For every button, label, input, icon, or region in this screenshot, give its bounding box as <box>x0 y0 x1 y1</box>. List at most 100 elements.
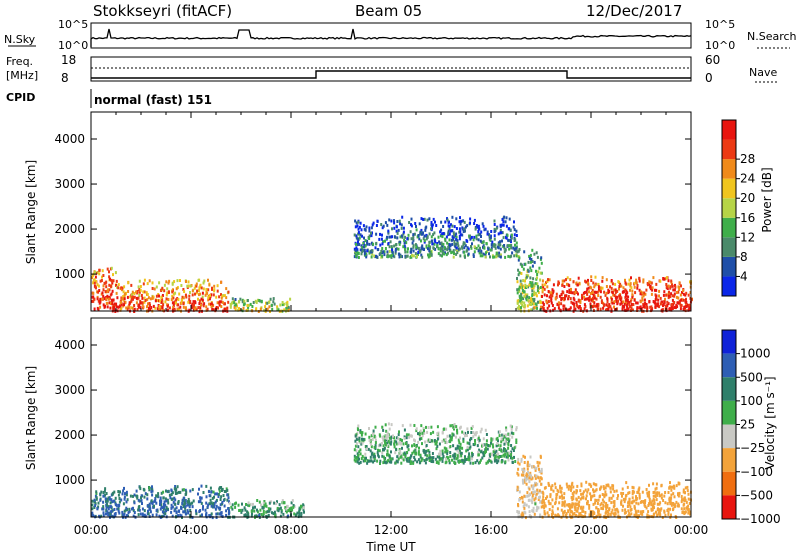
heatmap-cell <box>652 276 655 280</box>
heatmap-cell <box>137 498 140 502</box>
heatmap-cell <box>183 510 186 514</box>
heatmap-cell <box>508 227 511 231</box>
heatmap-cell <box>510 236 513 240</box>
heatmap-cell <box>653 501 656 505</box>
heatmap-cell <box>182 503 185 507</box>
heatmap-cell <box>605 507 608 511</box>
heatmap-cell <box>176 297 179 300</box>
heatmap-cell <box>467 430 469 434</box>
heatmap-cell <box>428 217 431 221</box>
heatmap-cell <box>518 289 521 293</box>
heatmap-cell <box>419 453 422 457</box>
heatmap-cell <box>409 423 412 427</box>
heatmap-cell <box>202 281 205 285</box>
heatmap-cell <box>542 301 545 305</box>
heatmap-cell <box>428 249 431 253</box>
heatmap-cell <box>681 498 683 502</box>
heatmap-cell <box>201 513 203 517</box>
heatmap-cell <box>554 486 557 490</box>
heatmap-cell <box>265 510 268 514</box>
heatmap-cell <box>473 250 476 254</box>
heatmap-cell <box>102 303 105 307</box>
heatmap-cell <box>525 275 528 279</box>
heatmap-cell <box>405 442 407 445</box>
heatmap-cell <box>416 460 419 464</box>
heatmap-cell <box>163 500 166 504</box>
heatmap-cell <box>531 485 534 489</box>
heatmap-cell <box>655 294 658 298</box>
heatmap-cell <box>665 285 668 289</box>
heatmap-cell <box>173 280 176 284</box>
heatmap-cell <box>202 304 205 308</box>
heatmap-cell <box>461 430 464 434</box>
heatmap-cell <box>667 279 670 283</box>
heatmap-cell <box>570 503 573 507</box>
heatmap-cell <box>174 502 177 506</box>
heatmap-cell <box>173 509 176 513</box>
heatmap-cell <box>367 459 370 463</box>
heatmap-cell <box>412 450 415 454</box>
heatmap-cell <box>355 442 358 446</box>
heatmap-cell <box>272 512 275 516</box>
heatmap-cell <box>633 298 636 302</box>
heatmap-cell <box>570 287 572 291</box>
heatmap-cell <box>488 252 490 256</box>
heatmap-cell <box>597 498 600 502</box>
heatmap-cell <box>508 453 511 457</box>
heatmap-cell <box>432 233 435 237</box>
heatmap-cell <box>636 490 639 494</box>
heatmap-cell <box>447 233 450 237</box>
heatmap-cell <box>498 251 501 255</box>
heatmap-cell <box>541 500 544 504</box>
heatmap-cell <box>354 456 357 460</box>
heatmap-cell <box>389 442 392 446</box>
heatmap-cell <box>113 499 115 503</box>
heatmap-cell <box>180 284 183 287</box>
heatmap-cell <box>623 290 626 294</box>
heatmap-cell <box>363 227 366 231</box>
heatmap-cell <box>369 455 372 459</box>
heatmap-cell <box>540 301 543 305</box>
heatmap-cell <box>639 300 642 304</box>
heatmap-cell <box>485 442 488 446</box>
heatmap-cell <box>184 493 187 496</box>
heatmap-cell <box>603 500 606 504</box>
heatmap-cell <box>264 502 267 506</box>
heatmap-cell <box>194 292 196 296</box>
heatmap-cell <box>493 237 496 241</box>
heatmap-cell <box>406 254 409 258</box>
heatmap-cell <box>621 494 623 498</box>
heatmap-cell <box>519 301 522 305</box>
heatmap-cell <box>398 252 401 256</box>
heatmap-cell <box>627 307 630 311</box>
heatmap-cell <box>543 502 546 505</box>
heatmap-cell <box>502 449 505 453</box>
heatmap-cell <box>187 280 190 284</box>
heatmap-cell <box>369 441 372 445</box>
heatmap-cell <box>441 456 444 460</box>
heatmap-cell <box>475 224 478 227</box>
nsky-tick-low: 10^0 <box>58 39 88 52</box>
heatmap-cell <box>600 485 603 489</box>
heatmap-cell <box>518 271 521 275</box>
heatmap-cell <box>162 505 165 509</box>
heatmap-cell <box>520 295 523 299</box>
heatmap-cell <box>540 256 543 260</box>
heatmap-cell <box>539 286 542 289</box>
heatmap-cell <box>192 499 195 503</box>
heatmap-cell <box>531 289 534 293</box>
heatmap-cell <box>571 498 574 502</box>
heatmap-cell <box>542 285 545 289</box>
heatmap-cell <box>446 218 449 222</box>
heatmap-cell <box>356 452 359 456</box>
heatmap-cell <box>608 507 611 511</box>
heatmap-cell <box>417 440 420 444</box>
heatmap-cell <box>668 500 671 504</box>
heatmap-cell <box>127 305 130 309</box>
heatmap-cell <box>481 222 484 226</box>
heatmap-cell <box>688 305 691 309</box>
heatmap-cell <box>408 435 411 439</box>
heatmap-cell <box>574 290 577 294</box>
heatmap-cell <box>504 441 507 445</box>
heatmap-cell <box>399 438 402 441</box>
